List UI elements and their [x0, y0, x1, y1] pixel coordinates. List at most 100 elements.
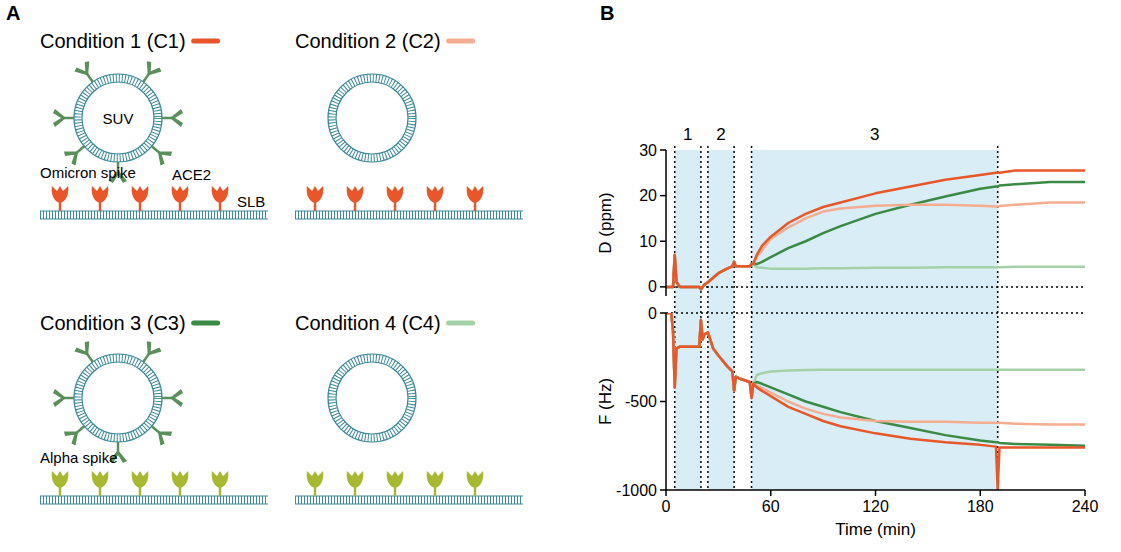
spike-head	[307, 471, 324, 488]
y-tick	[660, 286, 666, 288]
region-shade	[708, 150, 734, 490]
series-group	[666, 171, 1085, 290]
y-tick	[660, 401, 666, 403]
spike-stem	[179, 202, 182, 211]
spike-protein	[427, 186, 444, 211]
series-group	[666, 313, 1085, 490]
vesicle-edge	[328, 354, 416, 442]
condition-label: Condition 2 (C2)	[295, 30, 441, 52]
vesicle-edge	[328, 74, 416, 162]
receptor-head	[152, 145, 174, 167]
receptor-head	[152, 425, 174, 447]
ace2-receptor	[162, 109, 183, 127]
spike-head	[52, 186, 69, 203]
spike-head	[212, 186, 229, 203]
spike-protein	[347, 471, 364, 496]
region-label: 1	[683, 125, 692, 144]
spike-protein	[467, 186, 484, 211]
condition-label: Condition 4 (C4)	[295, 312, 441, 334]
panel-letter: B	[600, 2, 614, 24]
y-tick-label: 20	[639, 187, 657, 204]
condition-panel: Condition 2 (C2)	[295, 30, 523, 219]
spike-stem	[139, 487, 142, 496]
spike-head	[172, 186, 189, 203]
x-tick	[980, 490, 982, 496]
spike-protein	[347, 186, 364, 211]
spike-protein	[307, 186, 324, 211]
ace2-label: ACE2	[172, 166, 211, 183]
bilayer	[295, 211, 523, 219]
ace2-receptor	[73, 340, 100, 368]
condition-swatch	[194, 39, 218, 44]
ace2-receptor	[136, 340, 163, 368]
receptor-head	[73, 340, 95, 361]
ace2-receptor	[146, 139, 174, 166]
spike-head	[387, 186, 404, 203]
spike-head	[387, 471, 404, 488]
spike-protein	[212, 186, 229, 211]
spike-head	[347, 471, 364, 488]
region-boundary	[700, 146, 702, 490]
spike-stem	[59, 202, 62, 211]
receptor-head	[170, 389, 183, 407]
vesicle-edge	[74, 354, 162, 442]
spike-stem	[474, 487, 477, 496]
receptor-head	[62, 425, 84, 447]
region-boundary	[674, 146, 676, 490]
receptor-head	[140, 60, 162, 81]
vesicle	[332, 78, 412, 158]
spike-stem	[434, 202, 437, 211]
vesicle-edge	[82, 362, 154, 434]
vesicle-edge	[82, 82, 154, 154]
y-tick	[660, 195, 666, 197]
bilayer	[40, 211, 268, 219]
panel-letter: A	[6, 2, 20, 24]
ace2-receptor	[146, 419, 174, 446]
condition-label: Condition 3 (C3)	[40, 312, 186, 334]
bilayer-edge	[40, 503, 268, 504]
receptor-head	[73, 60, 95, 81]
y-tick-label: 10	[639, 233, 657, 250]
ace2-receptor	[136, 60, 163, 88]
y-tick	[660, 149, 666, 151]
condition-panel: Condition 4 (C4)	[295, 312, 523, 504]
vesicle-edge	[336, 362, 408, 434]
spike-head	[212, 471, 229, 488]
spike-protein	[92, 186, 109, 211]
vesicle-edge	[336, 82, 408, 154]
condition-swatch	[449, 39, 473, 44]
spike-protein	[172, 186, 189, 211]
condition-panel: Condition 1 (C1)	[40, 30, 268, 219]
spike-protein	[467, 471, 484, 496]
plot: -1000-5000F (Hz)060120180240Time (min)	[596, 305, 1098, 540]
x-tick	[665, 490, 667, 496]
ace2-receptor	[53, 109, 74, 127]
spike-head	[467, 186, 484, 203]
x-tick-label: 240	[1072, 498, 1099, 515]
spike-stem	[179, 487, 182, 496]
spike-stem	[434, 487, 437, 496]
ace2-receptor	[73, 60, 100, 88]
series-line	[666, 182, 1085, 289]
spike-head	[172, 471, 189, 488]
y-tick	[660, 241, 666, 243]
bilayer	[295, 496, 523, 504]
spike-protein	[212, 471, 229, 496]
y-tick-label: -1000	[616, 482, 657, 499]
series-line	[666, 202, 1085, 289]
y-tick	[660, 312, 666, 314]
spike-head	[132, 471, 149, 488]
region-shade	[752, 150, 998, 490]
spike-head	[132, 186, 149, 203]
spike-stem	[219, 487, 222, 496]
x-tick-label: 180	[967, 498, 994, 515]
spike-stem	[219, 202, 222, 211]
x-tick-label: 120	[862, 498, 889, 515]
x-tick-label: 0	[662, 498, 671, 515]
suv-label: SUV	[103, 110, 134, 127]
region-label: 2	[716, 125, 725, 144]
spike-head	[347, 186, 364, 203]
spike-stem	[314, 487, 317, 496]
spike-protein	[387, 186, 404, 211]
plot: 0102030D (ppm)	[596, 142, 1085, 297]
